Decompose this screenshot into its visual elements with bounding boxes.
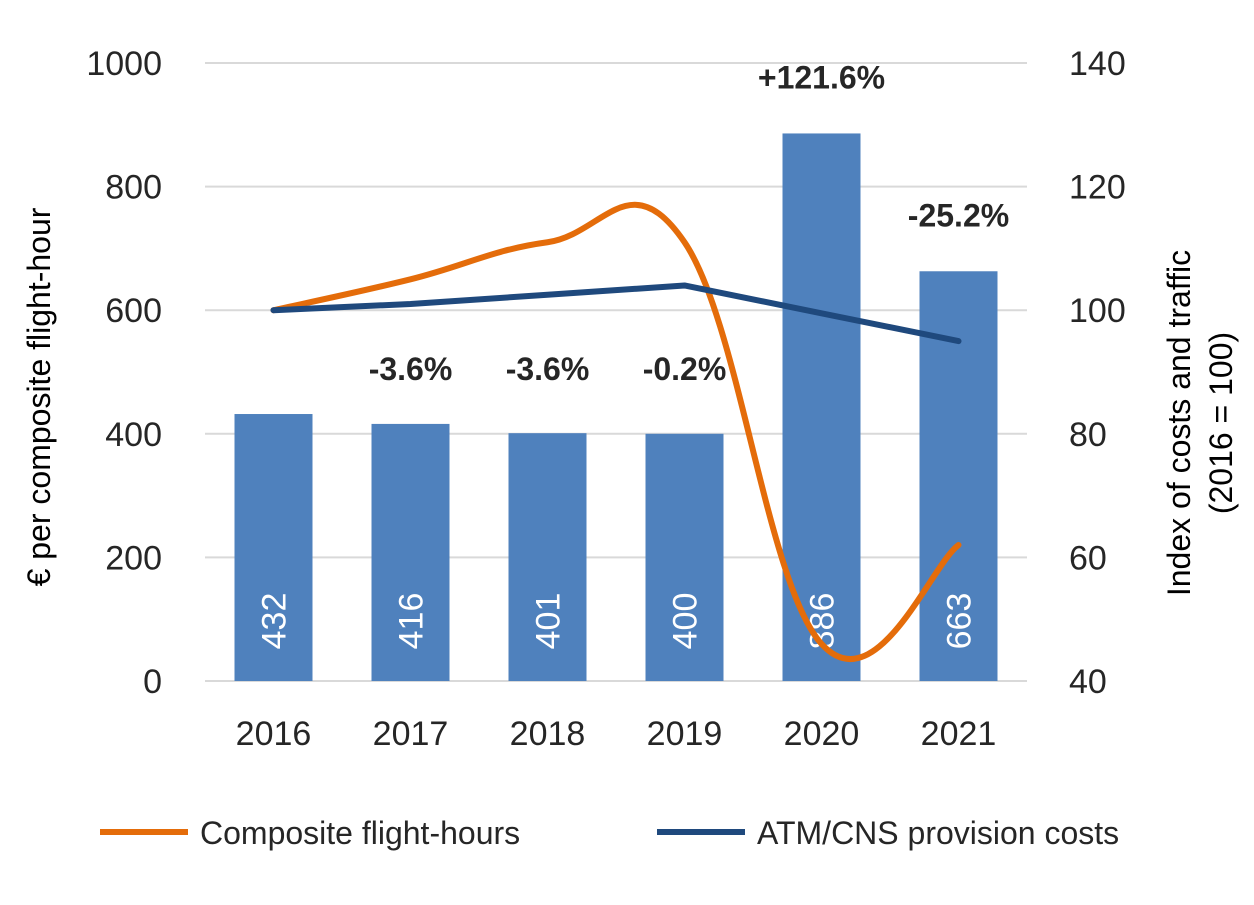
right-axis-tick: 120 [1069, 169, 1126, 207]
change-label: +121.6% [758, 59, 885, 95]
bar-value-label: 401 [530, 593, 568, 650]
bar-value-labels: 432 416 401 400 886 663 [256, 593, 979, 650]
bar-value-label: 886 [804, 593, 842, 650]
legend-label-atm-cns-provision-costs: ATM/CNS provision costs [757, 815, 1119, 851]
left-axis-title: € per composite flight-hour [21, 207, 57, 586]
right-axis-tick: 100 [1069, 292, 1126, 330]
left-axis-ticks: 0 200 400 600 800 1000 [86, 45, 162, 701]
right-axis-tick: 60 [1069, 539, 1107, 577]
change-label: -3.6% [506, 351, 590, 387]
x-axis-tick: 2018 [510, 715, 586, 753]
left-axis-tick: 800 [105, 169, 162, 207]
change-label: -0.2% [643, 351, 727, 387]
legend: Composite flight-hours ATM/CNS provision… [100, 815, 1119, 851]
bar-2018 [508, 433, 587, 681]
bar-value-label: 416 [393, 593, 431, 650]
right-axis-tick: 140 [1069, 45, 1126, 83]
left-axis-tick: 0 [143, 663, 162, 701]
bar-value-label: 432 [256, 593, 294, 650]
right-axis-tick: 80 [1069, 416, 1107, 454]
right-axis-tick: 40 [1069, 663, 1107, 701]
bar-value-label: 400 [667, 593, 705, 650]
change-labels: -3.6% -3.6% -0.2% +121.6% -25.2% [369, 59, 1009, 387]
bar-series [234, 133, 998, 681]
line-series-composite-flight-hours [270, 201, 962, 663]
x-axis-tick: 2017 [373, 715, 449, 753]
bar-2017 [371, 423, 450, 681]
left-axis-tick: 600 [105, 292, 162, 330]
change-label: -3.6% [369, 351, 453, 387]
right-axis-title-line2: (2016 = 100) [1203, 332, 1239, 514]
legend-label-composite-flight-hours: Composite flight-hours [200, 815, 520, 851]
left-axis-tick: 1000 [86, 45, 162, 83]
gridlines [205, 62, 1027, 682]
left-axis-tick: 200 [105, 539, 162, 577]
bar-2019 [645, 433, 724, 681]
x-axis-tick: 2016 [236, 715, 312, 753]
x-axis-tick: 2019 [647, 715, 723, 753]
right-axis-ticks: 40 60 80 100 120 140 [1069, 45, 1126, 701]
change-label: -25.2% [908, 197, 1009, 233]
right-axis-title-line1: Index of costs and traffic [1161, 250, 1197, 596]
x-axis-tick: 2021 [921, 715, 997, 753]
left-axis-tick: 400 [105, 416, 162, 454]
bar-2016 [234, 414, 313, 681]
line-series [270, 201, 962, 663]
x-axis-ticks: 2016 2017 2018 2019 2020 2021 [236, 715, 997, 753]
x-axis-tick: 2020 [784, 715, 860, 753]
bar-value-label: 663 [941, 593, 979, 650]
line-series-atm-cns-provision-costs [270, 282, 962, 345]
